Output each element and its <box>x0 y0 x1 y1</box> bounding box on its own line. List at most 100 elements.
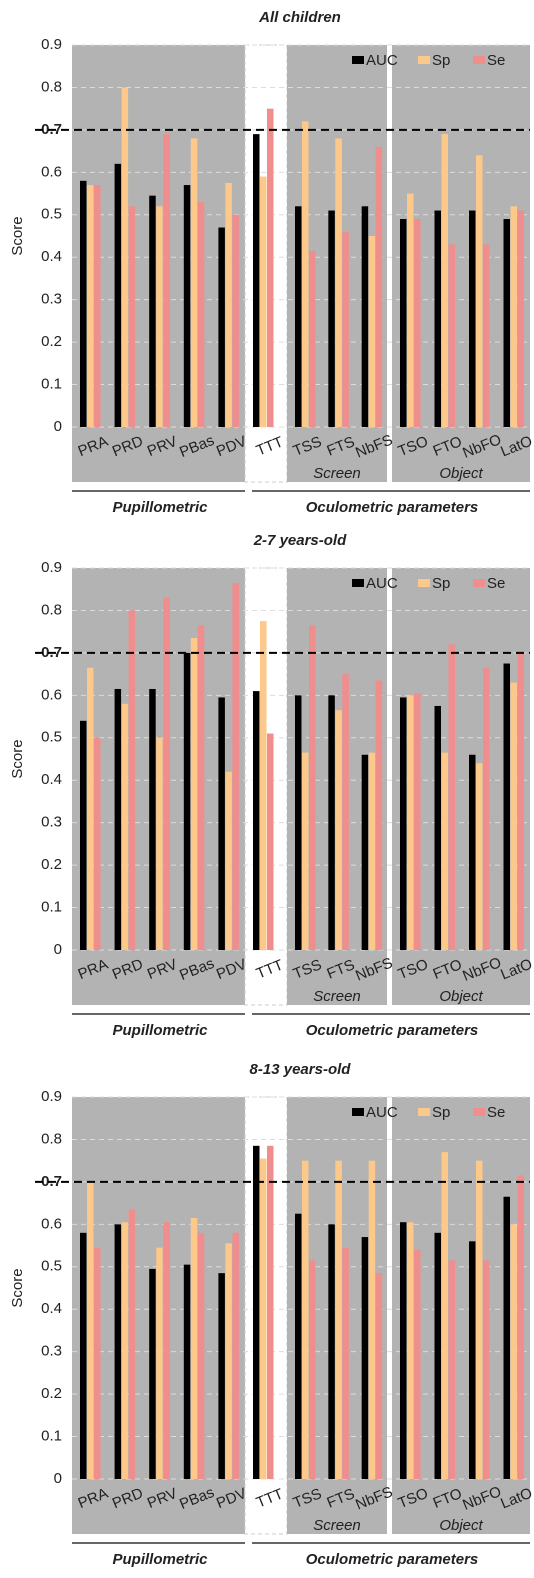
bar <box>163 597 170 950</box>
bar <box>128 610 136 950</box>
y-tick-label: 0.1 <box>41 1428 62 1445</box>
bar <box>361 1237 369 1479</box>
bar <box>121 1222 129 1479</box>
bar <box>87 667 94 950</box>
bar <box>260 621 267 950</box>
y-tick-label: 0.9 <box>41 559 62 576</box>
bar <box>197 202 205 427</box>
bar <box>483 1260 490 1479</box>
bar <box>156 737 163 950</box>
bar <box>114 688 122 950</box>
bar <box>253 691 260 950</box>
bar <box>225 1243 232 1479</box>
bar <box>414 693 421 950</box>
bar <box>80 180 87 427</box>
chart-title: All children <box>258 9 341 26</box>
y-tick-label: 0 <box>54 418 62 435</box>
bar <box>375 1273 383 1479</box>
bar <box>448 1260 455 1479</box>
bar <box>121 703 129 950</box>
chart-title: 8-13 years-old <box>250 1061 352 1078</box>
bar <box>295 1213 302 1479</box>
y-tick-label: 0.5 <box>41 1258 62 1275</box>
y-tick-label: 0.4 <box>41 771 62 788</box>
y-tick-label: 0.2 <box>41 333 62 350</box>
bar <box>368 752 376 950</box>
legend-label: Sp <box>432 575 450 592</box>
bar <box>375 680 383 950</box>
bar <box>441 1152 448 1479</box>
bar <box>267 733 274 950</box>
bar <box>441 134 448 427</box>
bar <box>309 1260 316 1479</box>
bar <box>342 1247 349 1479</box>
bar <box>295 206 302 427</box>
bar <box>183 1264 191 1479</box>
legend-swatch <box>418 56 430 64</box>
bar <box>94 737 101 950</box>
legend-swatch <box>473 1108 485 1116</box>
bar <box>149 1268 156 1479</box>
legend-label: Sp <box>432 52 450 69</box>
bar <box>448 644 455 950</box>
bar <box>448 244 455 427</box>
bar <box>400 219 407 427</box>
bar <box>225 771 232 950</box>
bar <box>434 1232 441 1479</box>
bar <box>260 1158 267 1479</box>
bar <box>218 697 225 950</box>
legend-swatch <box>473 56 485 64</box>
subgroup-label: Object <box>439 988 483 1005</box>
bar <box>414 219 421 427</box>
bar <box>128 1209 136 1479</box>
bar <box>253 1145 260 1479</box>
group-label: Oculometric parameters <box>306 1551 479 1568</box>
bar <box>476 1160 483 1479</box>
y-tick-label: 0.1 <box>41 376 62 393</box>
group-label: Oculometric parameters <box>306 499 479 516</box>
group-label: Pupillometric <box>112 499 208 516</box>
legend-label: Se <box>487 52 505 69</box>
bar <box>87 1181 94 1479</box>
bar <box>190 638 198 950</box>
bar <box>232 1232 239 1479</box>
legend-label: AUC <box>366 1104 398 1121</box>
bar <box>128 206 136 427</box>
legend-swatch <box>418 579 430 587</box>
legend-swatch <box>418 1108 430 1116</box>
bar <box>342 231 349 427</box>
bar <box>517 210 524 427</box>
bar <box>469 754 476 950</box>
bar <box>232 214 239 427</box>
bar <box>503 1196 510 1479</box>
bar <box>218 1273 225 1479</box>
bar <box>197 625 205 950</box>
bar <box>503 219 510 427</box>
y-tick-label: 0.5 <box>41 729 62 746</box>
bar <box>149 688 156 950</box>
bar <box>232 582 239 950</box>
legend-swatch <box>473 579 485 587</box>
legend-label: Se <box>487 575 505 592</box>
bar <box>328 695 335 950</box>
y-tick-label: 0.4 <box>41 1300 62 1317</box>
legend-label: Sp <box>432 1104 450 1121</box>
bar <box>183 185 191 427</box>
bar <box>469 1241 476 1479</box>
y-tick-label: 0.4 <box>41 248 62 265</box>
subgroup-label: Screen <box>313 988 361 1005</box>
bar <box>94 1247 101 1479</box>
bar <box>469 210 476 427</box>
bar <box>335 710 342 950</box>
y-axis-label: Score <box>9 216 26 255</box>
bar <box>114 1224 122 1479</box>
bar <box>183 652 191 950</box>
bar <box>302 121 309 428</box>
bar <box>342 674 349 950</box>
bar <box>218 227 225 427</box>
bar <box>407 695 414 950</box>
bar <box>510 1224 517 1479</box>
legend-label: Se <box>487 1104 505 1121</box>
bar <box>156 1247 163 1479</box>
